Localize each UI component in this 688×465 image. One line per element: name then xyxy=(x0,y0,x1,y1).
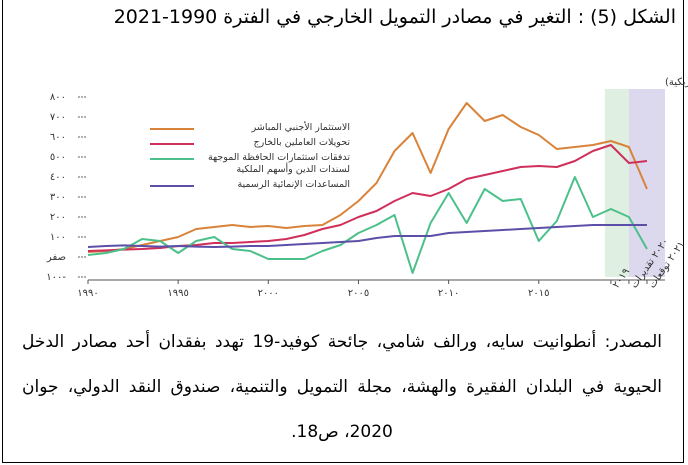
legend-label: المساعدات الإنمائية الرسمية xyxy=(237,179,350,190)
legend-label: الاستثمار الأجنبي المباشر xyxy=(251,122,350,133)
chart: (بمليارات الدولارات الأمريكية) ١٠٠- صفر ١٠٠… xyxy=(46,75,688,299)
source-note: المصدر: أنطوانيت سايه، ورالف شامي، جائحة… xyxy=(22,332,662,442)
y-tick-label: ٦٠٠ xyxy=(50,132,66,143)
x-tick-label: ١٩٩٥ xyxy=(167,288,188,299)
x-tick-label: ٢٠٠٠ xyxy=(258,288,279,299)
legend-swatch xyxy=(150,128,194,130)
figure-title: الشكل (5) : التغير في مصادر التمويل الخا… xyxy=(113,6,676,28)
y-tick-label: ٧٠٠ xyxy=(50,112,66,123)
forecast-band xyxy=(628,89,665,277)
legend-label: تحويلات العاملين بالخارج xyxy=(253,137,350,148)
legend-item: تدفقات استثمارات الحافظة الموجهة لسندات … xyxy=(150,152,350,176)
legend-item: المساعدات الإنمائية الرسمية xyxy=(150,179,350,191)
x-tick-label: ٢٠١٠ xyxy=(438,288,459,299)
y-tick-label: ٢٠٠ xyxy=(50,212,66,223)
series-line xyxy=(87,102,648,253)
y-tick-label: ١٠٠- xyxy=(46,272,66,283)
legend: الاستثمار الأجنبي المباشر تحويلات العاملي… xyxy=(150,122,350,194)
x-tick-label: ١٩٩٠ xyxy=(77,288,98,299)
y-tick-label: ٥٠٠ xyxy=(50,152,66,163)
legend-swatch xyxy=(150,158,194,160)
legend-swatch xyxy=(150,185,194,187)
legend-item: تحويلات العاملين بالخارج xyxy=(150,137,350,149)
y-tick-label: ٣٠٠ xyxy=(50,192,66,203)
legend-item: الاستثمار الأجنبي المباشر xyxy=(150,122,350,134)
x-tick-label: ٢٠١٥ xyxy=(528,288,549,299)
x-tick-label: ٢٠٠٥ xyxy=(348,288,369,299)
y-tick-label: ٤٠٠ xyxy=(50,172,66,183)
estimate-band xyxy=(604,89,629,277)
y-tick-label: ٨٠٠ xyxy=(50,92,66,103)
legend-swatch xyxy=(150,143,194,145)
units-label: (بمليارات الدولارات الأمريكية) xyxy=(665,75,688,88)
y-tick-label: ١٠٠ xyxy=(50,232,66,243)
y-tick-label: صفر xyxy=(46,252,66,263)
series-line xyxy=(87,176,648,274)
legend-label: تدفقات استثمارات الحافظة الموجهة لسندات … xyxy=(207,152,350,175)
series-line xyxy=(87,224,647,248)
